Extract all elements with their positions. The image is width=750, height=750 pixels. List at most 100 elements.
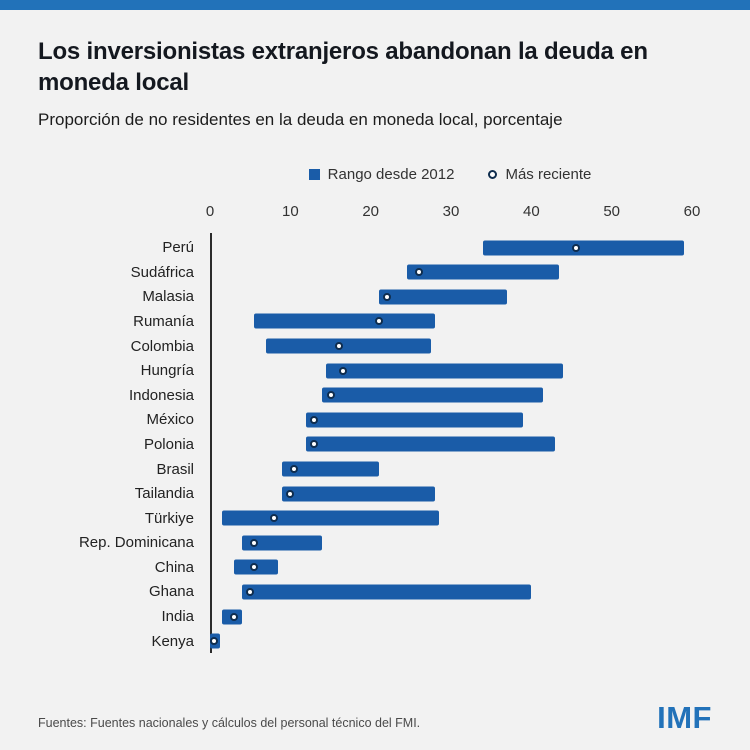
recent-dot (310, 415, 319, 424)
row-track (210, 506, 692, 531)
row-track (210, 580, 692, 605)
row-track (210, 285, 692, 310)
x-axis-ticks: 0 10 20 30 40 50 60 (206, 203, 701, 227)
range-bar (242, 535, 323, 551)
chart-row: México (0, 408, 750, 433)
chart-row: Polonia (0, 432, 750, 457)
chart-row: Ghana (0, 580, 750, 605)
page-title: Los inversionistas extranjeros abandonan… (38, 38, 648, 97)
row-track (210, 408, 692, 433)
recent-dot (414, 268, 423, 277)
range-bar (483, 240, 684, 256)
row-track (210, 432, 692, 457)
row-track (210, 383, 692, 408)
chart-row: Sudáfrica (0, 260, 750, 285)
legend-item-range: Rango desde 2012 (308, 166, 455, 184)
recent-dot (250, 538, 259, 547)
row-label: México (146, 411, 194, 429)
range-swatch-icon (308, 169, 320, 181)
range-bar (266, 338, 431, 354)
range-bar (406, 264, 560, 280)
row-label: China (154, 558, 194, 576)
x-tick-label: 10 (281, 203, 299, 221)
row-track (210, 555, 692, 580)
recent-dot (290, 465, 299, 474)
recent-dot (326, 391, 335, 400)
row-label: Tailandia (134, 485, 194, 503)
chart-rows: Perú Sudáfrica Malasia Rumanía Colombia Hungr… (0, 233, 750, 654)
recent-dot-icon (488, 170, 498, 180)
row-label: Ghana (148, 583, 194, 601)
source-text: Fuentes: Fuentes nacionales y cálculos d… (38, 716, 421, 730)
row-track (210, 235, 692, 260)
range-bar (254, 313, 435, 329)
chart-row: Colombia (0, 334, 750, 359)
row-label: Indonesia (128, 386, 194, 404)
row-label: Colombia (130, 337, 194, 355)
x-tick-label: 60 (683, 203, 701, 221)
range-bar (282, 486, 435, 502)
row-label: Malasia (142, 288, 194, 306)
x-axis: 0 10 20 30 40 50 60 (0, 203, 750, 227)
chart-row: Perú (0, 235, 750, 260)
row-label: Polonia (143, 435, 194, 453)
row-track (210, 358, 692, 383)
chart-row: China (0, 555, 750, 580)
range-bar (306, 412, 524, 428)
chart-row: Rumanía (0, 309, 750, 334)
range-bar (306, 436, 556, 452)
x-tick-label: 40 (522, 203, 540, 221)
range-bar (222, 510, 439, 526)
chart-row: Malasia (0, 285, 750, 310)
chart-row: Hungría (0, 358, 750, 383)
top-accent-bar (0, 0, 750, 10)
recent-dot (210, 637, 219, 646)
recent-dot (230, 612, 239, 621)
row-track (210, 309, 692, 334)
row-track (210, 334, 692, 359)
row-track (210, 629, 692, 654)
chart-row: Rep. Dominicana (0, 531, 750, 556)
imf-logo: IMF (657, 700, 712, 735)
chart-row: India (0, 604, 750, 629)
range-bar (378, 289, 508, 305)
row-track (210, 481, 692, 506)
x-tick-label: 30 (442, 203, 460, 221)
row-label: Rep. Dominicana (78, 534, 194, 552)
recent-dot (571, 243, 580, 252)
row-label: Perú (162, 239, 194, 257)
x-tick-label: 20 (362, 203, 379, 221)
chart-row: Tailandia (0, 481, 750, 506)
chart-row: Brasil (0, 457, 750, 482)
range-bar (282, 461, 379, 477)
recent-dot (334, 342, 343, 351)
legend-range-label: Rango desde 2012 (327, 166, 455, 184)
chart-row: Kenya (0, 629, 750, 654)
row-label: Brasil (156, 460, 194, 478)
chart-row: Türkiye (0, 506, 750, 531)
row-label: Kenya (151, 632, 194, 650)
recent-dot (246, 587, 255, 596)
recent-dot (310, 440, 319, 449)
recent-dot (374, 317, 383, 326)
row-track (210, 260, 692, 285)
range-bar (322, 387, 544, 403)
row-label: Hungría (140, 362, 194, 380)
x-tick-label: 0 (205, 203, 215, 221)
range-bar (242, 584, 532, 600)
x-axis-spacer (0, 203, 210, 227)
row-track (210, 531, 692, 556)
row-label: Rumanía (133, 312, 194, 330)
row-label: India (161, 608, 194, 626)
row-track (210, 604, 692, 629)
recent-dot (286, 489, 295, 498)
recent-dot (270, 514, 279, 523)
range-bar (326, 363, 564, 379)
page-subtitle: Proporción de no residentes en la deuda … (38, 110, 563, 130)
legend: Rango desde 2012 Más reciente (210, 166, 690, 183)
footer: Fuentes: Fuentes nacionales y cálculos d… (38, 700, 712, 736)
row-track (210, 457, 692, 482)
range-dot-chart: 0 10 20 30 40 50 60 Perú Sudáfrica Malasia Rumaní… (0, 203, 750, 654)
legend-recent-label: Más reciente (505, 166, 592, 184)
legend-item-recent: Más reciente (488, 166, 591, 183)
